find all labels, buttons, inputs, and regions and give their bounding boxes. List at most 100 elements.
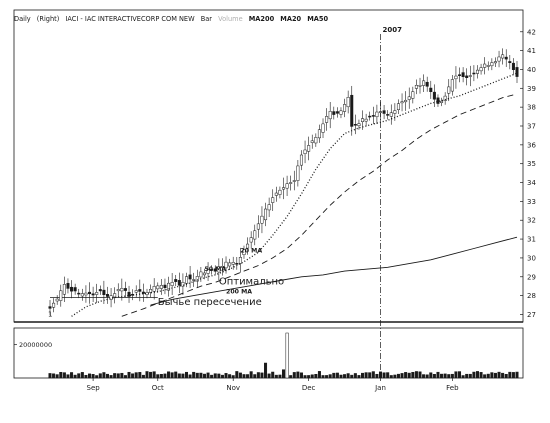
price-tick-label: 42 — [527, 28, 536, 36]
volume-bar — [429, 372, 433, 379]
volume-bar — [389, 375, 393, 379]
candle-body — [299, 154, 303, 166]
candle-body — [192, 279, 196, 281]
candle-body — [91, 293, 95, 296]
volume-bar — [493, 372, 497, 379]
volume-bar — [350, 374, 354, 379]
price-tick-label: 37 — [527, 123, 536, 131]
volume-bar — [479, 372, 483, 379]
volume-bar — [353, 373, 357, 379]
volume-bar — [296, 371, 300, 379]
candle-body — [242, 249, 246, 255]
month-label: Dec — [302, 384, 316, 392]
annotation-label: Бычье пересечение — [158, 297, 262, 308]
candle-body — [224, 261, 228, 269]
candle-body — [310, 140, 314, 143]
volume-bar — [231, 375, 235, 379]
candle-body — [443, 95, 447, 101]
ma-label: 20 MA — [240, 247, 262, 254]
volume-bar — [77, 373, 81, 379]
volume-bar — [404, 372, 408, 379]
candle-body — [206, 269, 210, 274]
price-tick-label: 31 — [527, 236, 536, 244]
volume-bar — [73, 374, 77, 379]
price-panel-frame — [13, 9, 524, 323]
volume-bar — [105, 373, 109, 379]
candle-body — [256, 223, 260, 230]
candle-body — [231, 262, 235, 265]
candle-body — [145, 292, 149, 295]
series-line-200-ma — [150, 236, 518, 306]
candle-body — [407, 96, 411, 100]
volume-bar — [440, 373, 444, 379]
candle-body — [48, 306, 52, 309]
candle-body — [515, 67, 519, 77]
volume-bar — [411, 372, 415, 379]
volume-bar — [443, 373, 447, 379]
candle-body — [220, 266, 224, 268]
volume-bar — [382, 372, 386, 379]
volume-bar — [188, 374, 192, 379]
candle-body — [264, 208, 268, 221]
candle-body — [486, 65, 490, 67]
start-marker: 1 — [48, 310, 52, 318]
candle-body — [202, 272, 206, 276]
price-tick-label: 34 — [527, 179, 536, 187]
price-tick-label: 28 — [527, 292, 536, 300]
volume-bar — [167, 371, 171, 379]
volume-bar — [386, 372, 390, 379]
volume-bar — [450, 373, 454, 379]
price-tick-label: 32 — [527, 217, 536, 225]
volume-bar — [400, 373, 404, 379]
volume-bar — [501, 372, 505, 379]
candle-body — [468, 75, 472, 77]
volume-bar — [238, 372, 242, 379]
candle-body — [84, 292, 88, 296]
volume-bar — [490, 372, 494, 379]
candle-body — [490, 62, 494, 67]
candle-body — [404, 99, 408, 103]
candle-body — [425, 81, 429, 87]
volume-bar — [339, 374, 343, 379]
volume-bar — [156, 374, 160, 379]
candle-body — [55, 298, 59, 302]
volume-bar — [174, 371, 178, 379]
candle-body — [163, 284, 167, 288]
candle-body — [102, 289, 106, 295]
volume-bar — [192, 371, 196, 379]
candle-body — [141, 291, 145, 294]
volume-bar — [303, 375, 307, 379]
candle-body — [501, 54, 505, 59]
volume-bar — [98, 373, 102, 379]
volume-bar — [80, 372, 84, 379]
volume-tick-label: 20000000 — [19, 341, 52, 349]
volume-bar — [368, 372, 372, 379]
candle-body — [353, 124, 357, 126]
candle-body — [292, 180, 296, 182]
volume-bar — [170, 372, 174, 379]
volume-bar — [267, 373, 271, 379]
volume-bar — [102, 372, 106, 379]
candle-body — [127, 291, 131, 297]
candle-body — [389, 112, 393, 117]
month-label: Oct — [152, 384, 164, 392]
volume-bar — [317, 371, 321, 379]
candle-body — [210, 269, 214, 271]
volume-bar — [217, 373, 221, 379]
candle-body — [253, 230, 257, 240]
candle-body — [185, 276, 189, 284]
candle-body — [278, 189, 282, 195]
candle-body — [493, 61, 497, 64]
volume-panel-frame — [13, 327, 524, 379]
volume-bar — [432, 374, 436, 379]
volume-bar — [414, 371, 418, 379]
volume-bar — [220, 374, 224, 379]
candle-body — [472, 72, 476, 75]
candle-body — [335, 111, 339, 114]
candle-body — [70, 286, 74, 292]
candle-body — [307, 145, 311, 152]
volume-bar — [113, 373, 117, 379]
volume-bar — [52, 373, 56, 379]
volume-bar — [199, 372, 203, 379]
candle-body — [504, 56, 508, 60]
